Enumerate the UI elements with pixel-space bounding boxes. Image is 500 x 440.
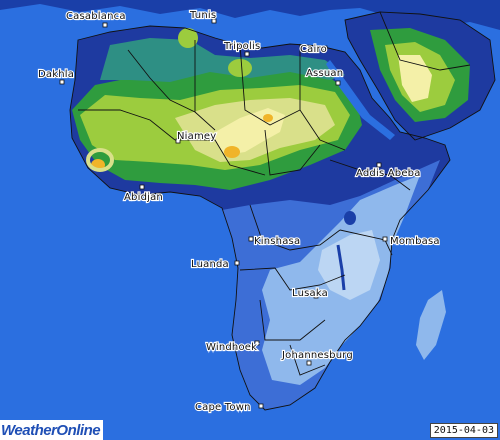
westafrica-ring <box>86 148 114 172</box>
city-dot <box>322 45 328 51</box>
city-dot <box>234 260 240 266</box>
city-label: Niamey <box>177 131 216 142</box>
city-label: Kinshasa <box>254 236 300 247</box>
city-assuan[interactable]: Assuan <box>305 67 344 86</box>
city-tunis[interactable]: Tunis <box>188 9 217 24</box>
city-label: Windhoek <box>206 342 257 353</box>
city-label: Luanda <box>191 259 229 270</box>
city-cape-town[interactable]: Cape Town <box>194 401 264 414</box>
city-luanda[interactable]: Luanda <box>190 258 240 271</box>
lake-victoria <box>344 211 356 225</box>
europe-land <box>0 0 500 30</box>
city-label: Dakhla <box>38 69 74 80</box>
city-casablanca[interactable]: Casablanca <box>65 10 127 28</box>
city-dot <box>139 184 145 190</box>
city-niamey[interactable]: Niamey <box>175 130 217 144</box>
city-label: Cairo <box>300 44 327 55</box>
green-spot-libya <box>228 59 252 77</box>
city-cairo[interactable]: Cairo <box>299 43 328 56</box>
city-lusaka[interactable]: Lusaka <box>291 287 329 300</box>
city-dot <box>335 80 341 86</box>
city-dot <box>59 79 65 85</box>
city-windhoek[interactable]: Windhoek <box>205 340 260 354</box>
city-label: Johannesburg <box>281 350 353 361</box>
city-dot <box>248 236 254 242</box>
city-dot <box>313 293 319 299</box>
map-date: 2015-04-03 <box>429 423 498 438</box>
city-dot <box>376 162 382 168</box>
city-dot <box>258 403 264 409</box>
city-dot <box>244 51 250 57</box>
city-kinshasa[interactable]: Kinshasa <box>248 235 301 248</box>
brand-name: WeatherOnline <box>1 421 101 439</box>
hotspot-chad <box>263 114 273 122</box>
city-abidjan[interactable]: Abidjan <box>123 184 164 204</box>
madagascar-land <box>416 290 446 360</box>
city-label: Addis Abeba <box>356 168 421 179</box>
city-label: Lusaka <box>292 288 328 299</box>
city-dot <box>306 360 312 366</box>
city-dot <box>382 236 388 242</box>
city-markers: Casablanca Tunis Tripolis Cairo Assuan D… <box>37 9 441 414</box>
city-addis-abeba[interactable]: Addis Abeba <box>355 162 421 180</box>
city-johannesburg[interactable]: Johannesburg <box>280 349 354 366</box>
city-label: Tripolis <box>223 41 260 52</box>
city-mombasa[interactable]: Mombasa <box>382 235 441 248</box>
south-pale-zone <box>318 230 380 300</box>
city-label: Mombasa <box>390 236 440 247</box>
city-dot <box>102 22 108 28</box>
green-spot-algeria <box>178 28 198 48</box>
city-label: Cape Town <box>195 402 251 413</box>
arabia-cream-zone <box>398 55 432 102</box>
country-borders <box>69 11 496 411</box>
city-dot <box>211 18 217 24</box>
city-label: Abidjan <box>124 192 163 203</box>
hotspot-niger <box>224 146 240 158</box>
lake-tanganyika <box>336 244 346 291</box>
city-dot <box>254 340 260 346</box>
city-dot <box>175 138 181 144</box>
city-label: Assuan <box>306 68 343 79</box>
red-sea <box>326 60 395 140</box>
city-label: Casablanca <box>66 11 126 22</box>
city-dakhla[interactable]: Dakhla <box>37 68 75 85</box>
city-label: Tunis <box>189 10 216 21</box>
brand-logo[interactable]: WeatherOnline <box>0 420 104 440</box>
north-teal-band <box>100 38 345 82</box>
city-tripolis[interactable]: Tripolis <box>222 40 261 57</box>
